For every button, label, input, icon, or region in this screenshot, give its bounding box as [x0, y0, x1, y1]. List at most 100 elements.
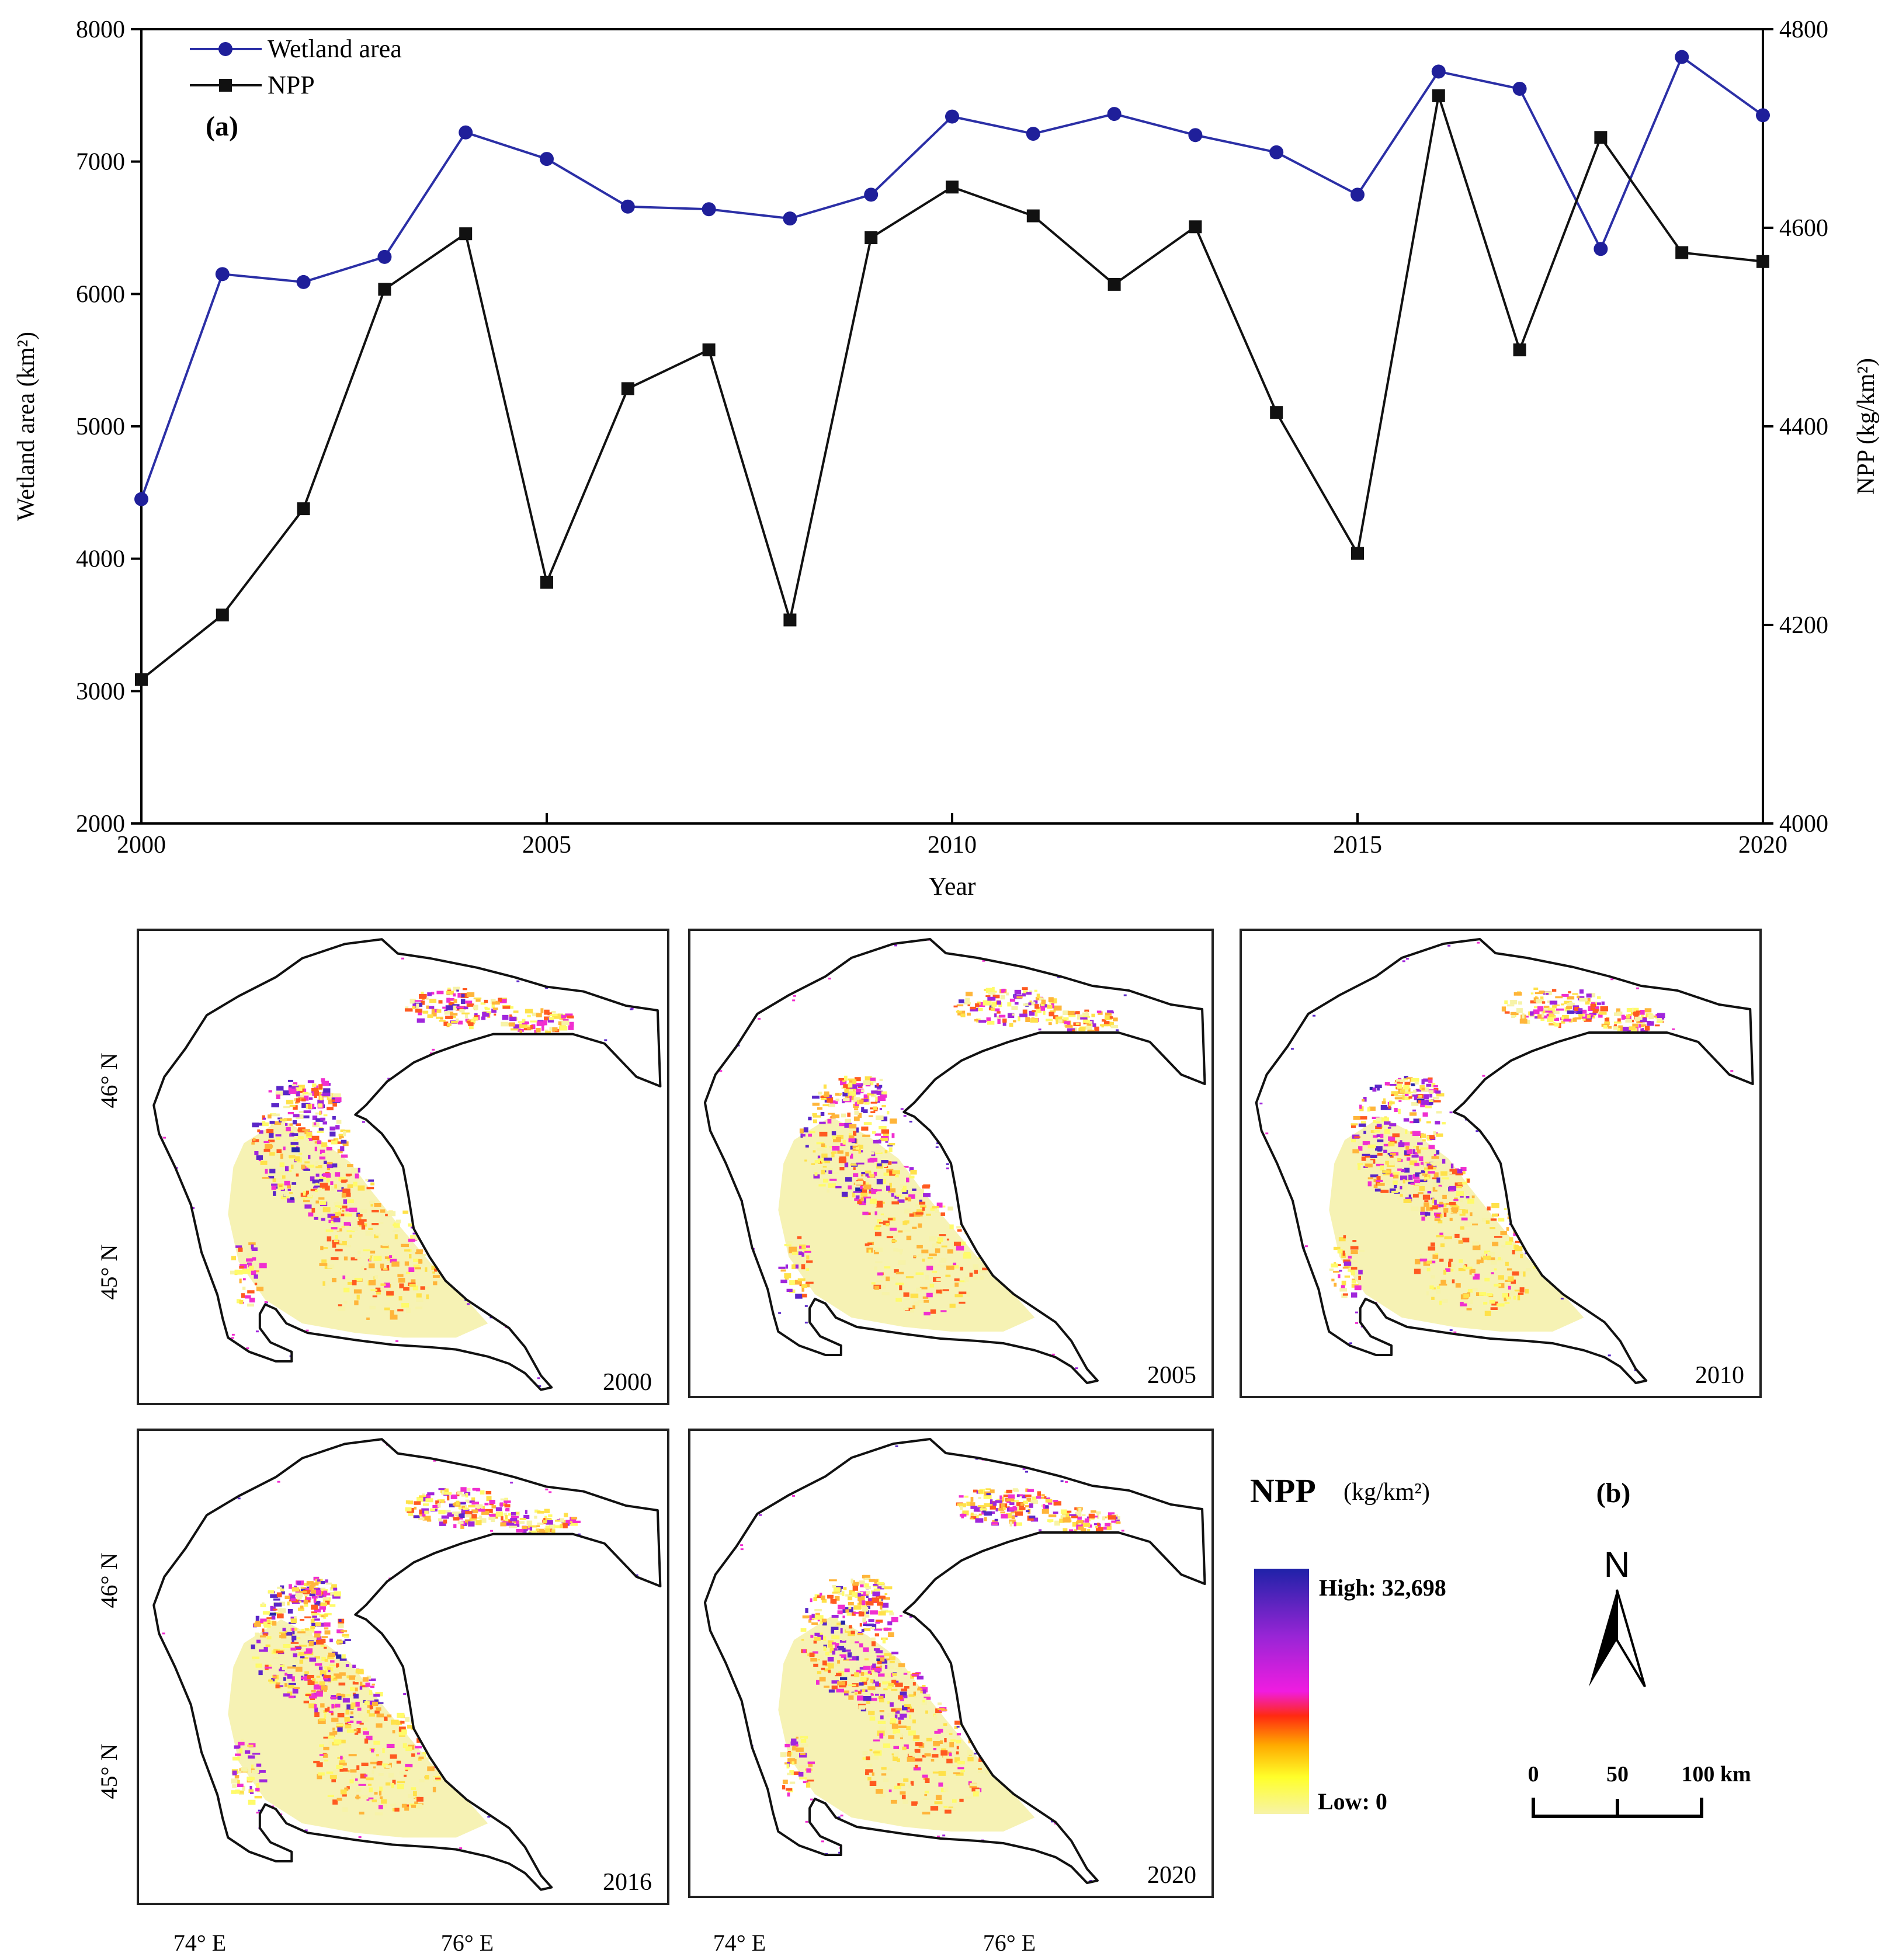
npp-pixel [304, 1671, 310, 1674]
npp-pixel [924, 1697, 931, 1700]
npp-pixel [1561, 1016, 1564, 1020]
npp-pixel [940, 1264, 947, 1268]
npp-pixel [251, 1644, 255, 1649]
npp-pixel [330, 1697, 338, 1699]
y-left-tick-label: 7000 [76, 149, 125, 176]
npp-pixel [869, 1698, 877, 1701]
npp-pixel [1025, 1505, 1030, 1507]
npp-pixel [255, 1615, 260, 1621]
line-chart-panel: 2000 2005 2010 2015 2020 2000300040005000600… [13, 16, 1880, 901]
npp-pixel [342, 1188, 350, 1194]
npp-pixel [400, 1721, 405, 1724]
npp-pixel [1338, 1274, 1341, 1278]
npp-pixel [492, 1001, 500, 1005]
npp-pixel [471, 1019, 476, 1023]
npp-pixel [947, 1808, 956, 1811]
npp-pixel [539, 1529, 544, 1533]
npp-pixel [445, 1005, 453, 1011]
npp-pixel [1447, 944, 1451, 947]
npp-pixel [825, 1663, 831, 1667]
npp-pixel [924, 1694, 931, 1698]
npp-pixel [1384, 1082, 1390, 1086]
npp-pixel [304, 1593, 309, 1597]
npp-pixel [334, 1591, 341, 1597]
npp-pixel [1404, 1093, 1409, 1096]
npp-pixel [1603, 1025, 1608, 1029]
npp-pixel [828, 1103, 835, 1107]
npp-pixel [933, 1715, 938, 1720]
npp-pixel [1613, 1021, 1622, 1024]
npp-pixel [1047, 1519, 1054, 1522]
npp-pixel [1015, 1511, 1023, 1516]
npp-pixel [1373, 1135, 1378, 1138]
npp-pixel [886, 1276, 890, 1281]
npp-pixel [894, 944, 898, 947]
npp-pixel [877, 1673, 886, 1677]
npp-map-2000: 2000 [137, 929, 669, 1405]
npp-pixel [431, 1012, 437, 1017]
npp-pixel [1107, 1010, 1114, 1013]
npp-pixel [882, 1638, 886, 1643]
npp-pixel [886, 1222, 890, 1226]
npp-pixel [860, 1197, 864, 1201]
npp-pixel [460, 1524, 464, 1529]
npp-pixel [443, 1021, 449, 1026]
npp-pixel [452, 1511, 461, 1516]
npp-pixel [330, 1660, 335, 1663]
npp-pixel [837, 1604, 845, 1610]
npp-pixel [1569, 1002, 1573, 1006]
npp-pixel [276, 1178, 284, 1182]
npp-pixel [276, 1613, 284, 1619]
npp-pixel [320, 1645, 325, 1648]
npp-pixel [502, 1014, 509, 1020]
npp-pixel [1067, 1028, 1075, 1031]
npp-pixel [635, 1574, 638, 1576]
npp-pixel [262, 1602, 265, 1606]
npp-pixel [1372, 1117, 1380, 1120]
npp-pixel [247, 1290, 255, 1294]
npp-pixel [1393, 1174, 1399, 1179]
npp-pixel [943, 1754, 949, 1759]
npp-pixel [854, 1111, 859, 1115]
npp-pixel [831, 1629, 835, 1634]
npp-pixel [1436, 1214, 1440, 1217]
npp-pixel [887, 1713, 895, 1717]
npp-pixel [868, 1619, 874, 1622]
y-left-tick-label: 6000 [76, 281, 125, 308]
npp-pixel [1354, 1285, 1362, 1291]
npp-pixel [339, 1694, 346, 1698]
npp-pixel [283, 1118, 292, 1121]
npp-pixel [332, 1670, 340, 1673]
npp-pixel [321, 1152, 329, 1157]
npp-pixel [808, 1762, 813, 1767]
npp-pixel [358, 1836, 362, 1839]
npp-pixel [259, 1263, 267, 1269]
npp-pixel [1426, 1174, 1431, 1179]
npp-pixel [1422, 1139, 1426, 1142]
npp-pixel [912, 1682, 916, 1686]
npp-pixel [532, 1012, 539, 1017]
npp-pixel [274, 1612, 283, 1615]
npp-pixel [784, 1243, 791, 1246]
npp-pixel [1424, 1163, 1427, 1167]
npp-pixel [505, 1509, 508, 1511]
npp-pixel [337, 1712, 345, 1718]
npp-pixel [1445, 1203, 1450, 1205]
npp-pixel [508, 1006, 513, 1009]
npp-pixel [494, 1013, 497, 1016]
npp-pixel [1373, 1130, 1380, 1133]
npp-pixel [1333, 1246, 1341, 1250]
npp-pixel [1011, 1500, 1019, 1503]
npp-pixel [874, 1133, 881, 1136]
npp-pixel [850, 1639, 855, 1644]
npp-pixel [311, 1135, 320, 1141]
npp-pixel [1048, 1022, 1052, 1026]
npp-pixel [453, 1517, 460, 1521]
npp-pixel [1338, 1237, 1346, 1242]
npp-pixel [1638, 1023, 1641, 1028]
npp-pixel [837, 1150, 844, 1154]
npp-pixel [252, 1656, 260, 1659]
npp-pixel [859, 1623, 862, 1627]
npp-pixel [873, 1739, 880, 1742]
npp-pixel [953, 1262, 957, 1267]
